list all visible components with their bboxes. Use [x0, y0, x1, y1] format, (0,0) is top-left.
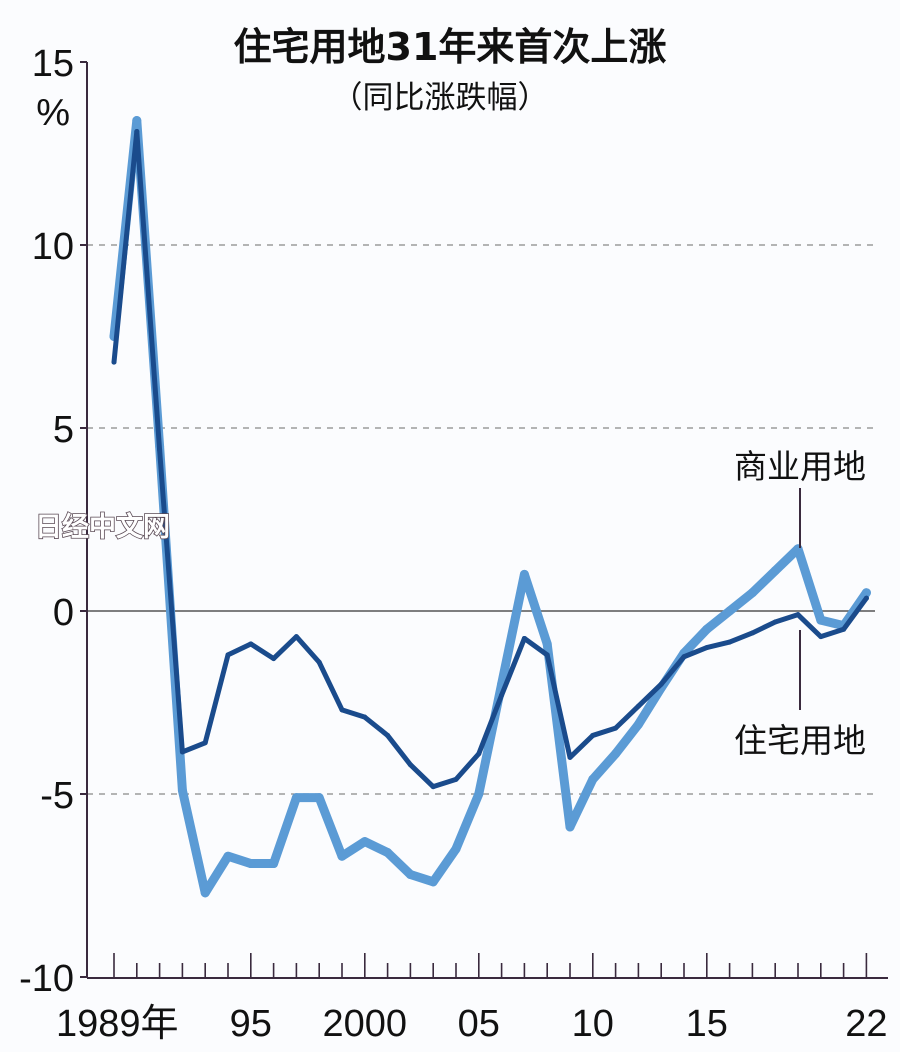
residential-point-1994 [225, 652, 231, 658]
chart-title: 住宅用地31年来首次上涨 [234, 25, 667, 69]
residential-point-2021 [841, 626, 847, 632]
x-tick-label: 10 [572, 1003, 614, 1045]
x-tick-label: 05 [458, 1003, 500, 1045]
residential-point-2019 [795, 612, 801, 618]
commercial-point-1999 [337, 851, 347, 861]
commercial-point-2008 [542, 639, 552, 649]
residential-point-2014 [681, 654, 687, 660]
commercial-point-2010 [588, 774, 598, 784]
residential-point-1991 [157, 447, 163, 453]
commercial-point-1997 [291, 793, 301, 803]
residential-point-2008 [544, 652, 550, 658]
y-tick-label: -5 [40, 775, 74, 817]
series-line-residential [111, 129, 869, 790]
commercial-point-2018 [770, 566, 780, 576]
residential-point-2018 [772, 619, 778, 625]
y-axis-unit: % [36, 92, 70, 134]
residential-point-1995 [248, 641, 254, 647]
residential-point-2007 [521, 635, 527, 641]
series-line-commercial [109, 116, 871, 898]
residential-point-1998 [316, 659, 322, 665]
commercial-point-1993 [200, 888, 210, 898]
commercial-point-2015 [702, 624, 712, 634]
residential-point-1997 [293, 634, 299, 640]
residential-point-2022 [863, 595, 869, 601]
commercial-point-1995 [246, 859, 256, 869]
series-label-residential: 住宅用地 [734, 721, 866, 760]
residential-point-2009 [567, 754, 573, 760]
residential-point-2002 [407, 762, 413, 768]
y-tick-label: -10 [19, 958, 74, 1000]
watermark-logo: 日经中文网 [35, 511, 170, 543]
commercial-point-2017 [747, 588, 757, 598]
commercial-point-2011 [611, 749, 621, 759]
residential-point-2004 [453, 776, 459, 782]
residential-point-2017 [749, 630, 755, 636]
residential-point-1990 [134, 129, 140, 135]
residential-point-2011 [613, 725, 619, 731]
x-tick-label: 22 [845, 1003, 887, 1045]
commercial-point-2020 [816, 615, 826, 625]
y-tick-label: 0 [53, 592, 74, 634]
residential-point-1996 [271, 656, 277, 662]
residential-point-2005 [476, 751, 482, 757]
y-tick-label: 5 [53, 409, 74, 451]
commercial-point-1994 [223, 851, 233, 861]
residential-point-2000 [362, 714, 368, 720]
chart-subtitle: （同比涨跌幅） [332, 80, 549, 116]
x-tick-label: 95 [230, 1003, 272, 1045]
y-tick-label: 15 [32, 43, 74, 85]
residential-point-2016 [727, 639, 733, 645]
x-tick-label: 1989年 [56, 1003, 179, 1045]
commercial-point-2002 [405, 870, 415, 880]
residential-point-2015 [704, 645, 710, 651]
residential-point-2012 [635, 703, 641, 709]
commercial-point-2001 [383, 848, 393, 858]
commercial-point-2012 [633, 719, 643, 729]
x-tick-label: 2000 [323, 1003, 408, 1045]
commercial-point-1990 [132, 116, 142, 126]
commercial-point-2009 [565, 822, 575, 832]
commercial-point-2019 [793, 544, 803, 554]
commercial-point-2003 [428, 877, 438, 887]
residential-point-1993 [202, 740, 208, 746]
residential-point-2010 [590, 732, 596, 738]
residential-point-2006 [499, 692, 505, 698]
residential-point-2020 [818, 634, 824, 640]
commercial-point-2005 [474, 789, 484, 799]
commercial-point-1992 [177, 785, 187, 795]
residential-point-2003 [430, 784, 436, 790]
series-label-commercial: 商业用地 [734, 447, 866, 486]
commercial-point-2007 [519, 569, 529, 579]
commercial-point-2022 [861, 588, 871, 598]
commercial-point-2000 [360, 837, 370, 847]
commercial-point-1996 [269, 859, 279, 869]
commercial-point-2016 [725, 606, 735, 616]
x-tick-label: 15 [686, 1003, 728, 1045]
residential-point-1992 [179, 749, 185, 755]
residential-point-1999 [339, 707, 345, 713]
residential-point-2001 [385, 732, 391, 738]
residential-point-2013 [658, 681, 664, 687]
y-tick-label: 10 [32, 226, 74, 268]
residential-point-1989 [111, 359, 117, 365]
commercial-point-1998 [314, 793, 324, 803]
commercial-point-2004 [451, 844, 461, 854]
